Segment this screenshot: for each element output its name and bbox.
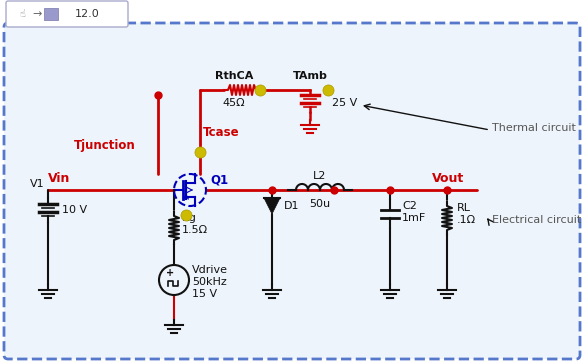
Text: RL: RL (457, 203, 471, 213)
Text: 1.5Ω: 1.5Ω (182, 225, 208, 235)
Text: →: → (32, 9, 41, 19)
FancyBboxPatch shape (44, 8, 58, 20)
Text: Tjunction: Tjunction (74, 138, 136, 151)
Text: .1Ω: .1Ω (457, 215, 476, 225)
Text: Tcase: Tcase (203, 126, 239, 138)
Text: Electrical circuit: Electrical circuit (492, 215, 581, 225)
Text: V1: V1 (30, 179, 45, 189)
FancyBboxPatch shape (6, 1, 128, 27)
Text: 12.0: 12.0 (75, 9, 99, 19)
Text: 45Ω: 45Ω (223, 98, 245, 108)
Text: ☝: ☝ (19, 9, 25, 19)
Text: 15 V: 15 V (192, 289, 217, 299)
Text: +: + (166, 268, 174, 278)
Text: L2: L2 (313, 171, 326, 181)
Text: Vdrive: Vdrive (192, 265, 228, 275)
Text: 10 V: 10 V (62, 205, 87, 215)
Text: 50u: 50u (310, 199, 331, 209)
Text: TAmb: TAmb (293, 71, 328, 81)
Text: D1: D1 (284, 201, 300, 211)
Polygon shape (264, 198, 280, 214)
Text: RthCA: RthCA (215, 71, 253, 81)
FancyBboxPatch shape (4, 23, 580, 359)
Text: Rg: Rg (182, 213, 197, 223)
Text: 1mF: 1mF (402, 213, 426, 223)
Text: Q1: Q1 (210, 174, 228, 186)
Text: C2: C2 (402, 201, 417, 211)
Text: Vout: Vout (432, 171, 464, 185)
Text: 25 V: 25 V (332, 98, 357, 108)
Text: Vin: Vin (48, 171, 71, 185)
Text: 50kHz: 50kHz (192, 277, 227, 287)
Text: Thermal circuit: Thermal circuit (492, 123, 576, 133)
